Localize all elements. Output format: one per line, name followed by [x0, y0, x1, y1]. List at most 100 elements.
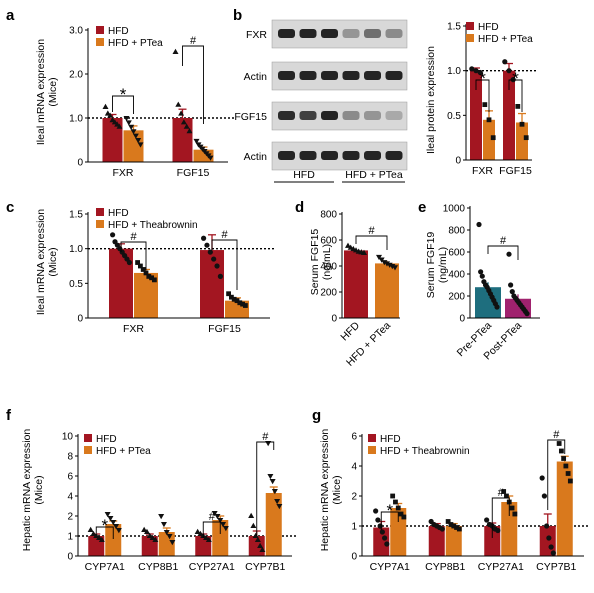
data-point — [123, 116, 130, 122]
x-tick-label: CYP7A1 — [370, 561, 410, 573]
blot-band — [299, 111, 317, 120]
x-tick-label: FXR — [472, 165, 493, 177]
blot-row-label: FGF15 — [234, 111, 267, 123]
data-point — [149, 275, 154, 281]
data-point — [166, 534, 173, 540]
data-point — [143, 528, 150, 534]
y-axis-label: (Mice) — [331, 475, 343, 504]
data-point — [96, 534, 103, 540]
y-tick-label: 0 — [77, 158, 83, 169]
data-point — [269, 479, 276, 485]
blot-band — [385, 29, 403, 38]
y-tick-label: 1.5 — [447, 22, 461, 33]
y-axis-label: (ng/mL) — [437, 247, 449, 283]
y-tick-label: 1.5 — [69, 210, 83, 221]
data-point — [207, 249, 213, 255]
data-point — [546, 535, 552, 541]
y-tick-label: 0 — [459, 314, 465, 325]
blot-row-label: FXR — [246, 29, 267, 41]
data-point — [178, 110, 185, 116]
data-point — [524, 311, 530, 317]
data-point — [163, 530, 170, 536]
bar — [428, 526, 445, 556]
data-point — [476, 221, 482, 228]
data-point — [132, 133, 139, 139]
panel-label: d — [295, 199, 304, 216]
data-point — [197, 530, 204, 536]
blot-band — [321, 111, 338, 120]
panel-label: e — [418, 199, 426, 216]
data-point — [504, 493, 509, 499]
bar — [470, 70, 482, 160]
bar — [102, 118, 123, 162]
significance-bracket — [202, 521, 221, 538]
bar — [212, 520, 229, 556]
data-point — [217, 518, 224, 524]
data-point — [556, 441, 562, 446]
x-tick-label: CYP7A1 — [85, 561, 125, 573]
legend-swatch — [368, 446, 376, 454]
data-point — [172, 48, 179, 54]
data-point — [506, 68, 512, 74]
legend-swatch — [96, 26, 104, 34]
legend-label: HFD — [96, 434, 117, 445]
panel-label: a — [6, 7, 15, 24]
blot-band — [385, 71, 403, 80]
data-point — [548, 544, 554, 550]
significance-symbol: # — [221, 229, 228, 241]
y-axis-label: Serum FGF15 — [309, 229, 321, 296]
data-point — [175, 101, 182, 107]
y-tick-label: 200 — [320, 288, 337, 299]
bar — [483, 119, 495, 160]
data-point — [561, 456, 567, 461]
data-point — [495, 527, 501, 534]
significance-symbol: * — [101, 516, 108, 535]
x-tick-label: HFD — [338, 319, 362, 343]
significance-bracket — [211, 239, 238, 290]
y-tick-label: 2 — [351, 492, 357, 503]
legend-swatch — [84, 434, 92, 442]
data-point — [146, 274, 152, 279]
data-point — [544, 523, 550, 529]
x-tick-label: FGF15 — [208, 323, 241, 335]
data-point — [478, 269, 484, 275]
panel-label: g — [312, 407, 321, 424]
bar — [373, 527, 390, 556]
data-point — [169, 540, 176, 546]
significance-bracket — [120, 241, 147, 270]
data-point — [113, 524, 120, 530]
data-point — [152, 536, 159, 542]
y-tick-label: 1 — [351, 522, 357, 533]
y-axis-label: (Mice) — [47, 77, 59, 106]
y-tick-label: 4 — [67, 492, 73, 503]
significance-symbol: # — [262, 431, 269, 443]
bar — [265, 493, 282, 556]
blot-band — [342, 71, 360, 80]
data-point — [110, 520, 117, 526]
blot-band — [321, 29, 338, 38]
data-point — [401, 514, 407, 520]
y-tick-label: 600 — [320, 236, 337, 247]
data-point — [379, 529, 385, 535]
significance-bracket — [182, 45, 204, 124]
data-point — [550, 550, 556, 556]
data-point — [451, 523, 457, 529]
y-tick-label: 3.0 — [69, 26, 83, 37]
data-point — [214, 263, 220, 269]
blot-band — [385, 111, 403, 120]
blot-band — [299, 29, 317, 38]
data-point — [448, 522, 454, 527]
data-point — [214, 514, 221, 520]
y-tick-label: 0 — [351, 552, 357, 563]
y-axis-label: (Mice) — [47, 247, 59, 276]
significance-symbol: # — [130, 231, 137, 243]
blot-row-label: Actin — [244, 71, 268, 83]
data-point — [267, 474, 274, 480]
y-tick-label: 400 — [448, 270, 465, 281]
bar — [200, 250, 224, 318]
blot-band — [385, 151, 403, 160]
bar — [105, 524, 122, 556]
data-point — [102, 103, 109, 109]
y-axis-label: Hepatic mRNA expression — [21, 429, 33, 552]
